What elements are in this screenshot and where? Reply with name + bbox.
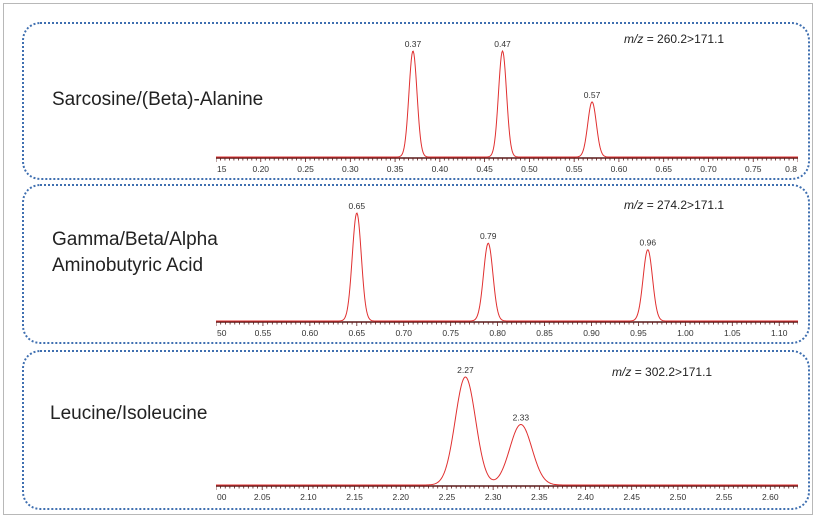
x-tick-label: 0.50 bbox=[521, 164, 538, 174]
x-tick-label: 2.55 bbox=[716, 492, 733, 502]
chromatogram-aminobutyric: 50 0.55 0.60 0.65 0.70 0.75 0.80 0.85 0.90 0.95 1.… bbox=[216, 201, 798, 338]
x-tick-label: 0.75 bbox=[745, 164, 762, 174]
peak-label: 0.47 bbox=[494, 39, 511, 49]
x-tick-label: 0.60 bbox=[611, 164, 628, 174]
peak-label: 0.79 bbox=[480, 231, 497, 241]
x-tick-label: 2.10 bbox=[300, 492, 317, 502]
x-tick-label: 1.00 bbox=[677, 328, 694, 338]
x-tick-label: 2.40 bbox=[577, 492, 594, 502]
x-tick-label: 2.60 bbox=[762, 492, 779, 502]
transition-value: = 302.2>171.1 bbox=[634, 365, 713, 379]
mz-symbol: m/z bbox=[624, 198, 644, 212]
peak-label: 2.27 bbox=[457, 365, 474, 375]
x-tick-label: 0.95 bbox=[630, 328, 647, 338]
x-tick-label: 0.55 bbox=[255, 328, 272, 338]
panel-leucine bbox=[22, 350, 810, 510]
x-tick-label-partial: 00 bbox=[217, 492, 227, 502]
x-tick-label: 1.05 bbox=[724, 328, 741, 338]
x-tick-label: 0.70 bbox=[395, 328, 412, 338]
transition-label-leucine: m/z = 302.2>171.1 bbox=[612, 365, 712, 379]
x-tick-label: 0.60 bbox=[302, 328, 319, 338]
compound-label-sarcosine: Sarcosine/(Beta)-Alanine bbox=[52, 89, 264, 110]
chromatogram-sarcosine: 15 0.20 0.25 0.30 0.35 0.40 0.45 0.50 0.55 0.60 0.… bbox=[216, 39, 798, 174]
peak-label: 0.65 bbox=[349, 201, 366, 211]
x-tick-label: 0.8 bbox=[785, 164, 797, 174]
chromatogram-trace bbox=[216, 49, 798, 158]
x-tick-label: 0.20 bbox=[252, 164, 269, 174]
x-tick-label: 0.65 bbox=[349, 328, 366, 338]
compound-label-leucine: Leucine/Isoleucine bbox=[50, 403, 208, 424]
x-tick-label: 2.45 bbox=[623, 492, 640, 502]
x-tick-label: 2.25 bbox=[439, 492, 456, 502]
figure-frame bbox=[3, 3, 813, 515]
x-tick-label: 2.35 bbox=[531, 492, 548, 502]
peak-label: 2.33 bbox=[513, 413, 530, 423]
x-tick-label: 2.05 bbox=[254, 492, 271, 502]
transition-value: = 260.2>171.1 bbox=[646, 32, 725, 46]
x-tick-label-partial: 50 bbox=[217, 328, 227, 338]
transition-value: = 274.2>171.1 bbox=[646, 198, 725, 212]
x-tick-label: 0.45 bbox=[476, 164, 493, 174]
x-tick-label: 0.70 bbox=[700, 164, 717, 174]
compound-label-aminobutyric-line2: Aminobutyric Acid bbox=[52, 255, 204, 276]
x-tick-label: 0.80 bbox=[489, 328, 506, 338]
peak-label: 0.37 bbox=[405, 39, 422, 49]
compound-label-aminobutyric-line1: Gamma/Beta/Alpha bbox=[52, 229, 218, 250]
x-tick-label: 2.15 bbox=[346, 492, 363, 502]
chromatogram-leucine: 00 2.05 2.10 2.15 2.20 2.25 2.30 2.35 2.40 2.45 2.… bbox=[216, 365, 798, 502]
transition-label-aminobutyric: m/z = 274.2>171.1 bbox=[624, 198, 724, 212]
x-tick-label: 0.40 bbox=[432, 164, 449, 174]
panel-sarcosine bbox=[22, 22, 810, 180]
x-tick-label: 2.20 bbox=[392, 492, 409, 502]
x-tick-label: 0.85 bbox=[536, 328, 553, 338]
chromatogram-trace bbox=[216, 212, 798, 322]
x-tick-label: 2.30 bbox=[485, 492, 502, 502]
x-tick-label: 0.90 bbox=[583, 328, 600, 338]
transition-label-sarcosine: m/z = 260.2>171.1 bbox=[624, 32, 724, 46]
panel-aminobutyric bbox=[22, 184, 810, 344]
x-tick-label: 0.25 bbox=[297, 164, 314, 174]
x-tick-label: 0.30 bbox=[342, 164, 359, 174]
x-tick-label: 0.55 bbox=[566, 164, 583, 174]
x-tick-label: 0.75 bbox=[442, 328, 459, 338]
peak-label: 0.57 bbox=[584, 90, 601, 100]
x-tick-label: 0.65 bbox=[655, 164, 672, 174]
x-tick-label-partial: 15 bbox=[217, 164, 227, 174]
chromatogram-trace bbox=[216, 376, 798, 486]
peak-label: 0.96 bbox=[640, 238, 657, 248]
x-tick-label: 0.35 bbox=[387, 164, 404, 174]
mz-symbol: m/z bbox=[624, 32, 644, 46]
mz-symbol: m/z bbox=[612, 365, 632, 379]
x-tick-label: 1.10 bbox=[771, 328, 788, 338]
x-tick-label: 2.50 bbox=[670, 492, 687, 502]
